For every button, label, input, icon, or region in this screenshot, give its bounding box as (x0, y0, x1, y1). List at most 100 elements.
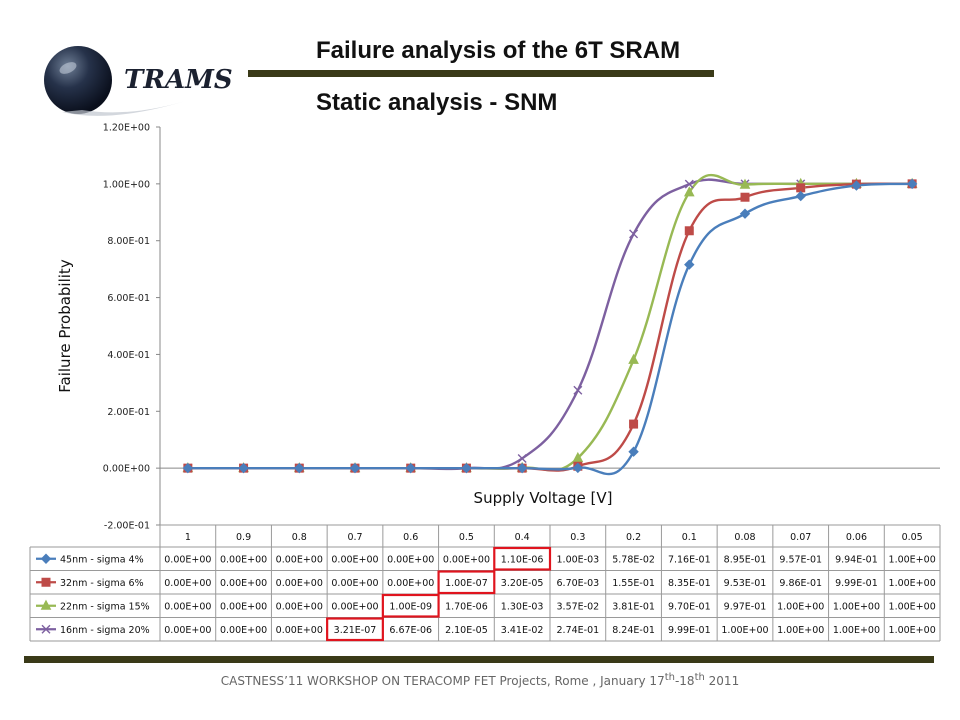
series-line (187, 178, 913, 471)
table-cell-value: 6.67E-06 (389, 625, 432, 636)
x-category-label: 0.8 (292, 532, 307, 543)
table-cell-value: 0.00E+00 (276, 625, 323, 636)
data-point (684, 226, 694, 236)
table-cell-value: 0.00E+00 (387, 554, 434, 565)
y-tick-label: -2.00E-01 (104, 521, 150, 532)
x-category-label: 1 (185, 532, 191, 543)
table-cell-value: 1.00E+00 (833, 625, 880, 636)
x-category-label: 0.2 (626, 532, 641, 543)
y-tick-label: 6.00E-01 (107, 293, 150, 304)
table-cell-value: 3.21E-07 (334, 625, 377, 636)
footer-text: CASTNESS’11 WORKSHOP ON TERACOMP FET Pro… (0, 672, 960, 688)
data-point (739, 178, 751, 189)
logo-sphere (44, 46, 112, 114)
table-cell-value: 1.00E+00 (721, 625, 768, 636)
footer-suffix: 2011 (704, 674, 740, 688)
title-divider (248, 70, 714, 77)
series-line (187, 182, 913, 472)
table-cell-value: 8.24E-01 (612, 625, 655, 636)
table-cell-value: 0.00E+00 (387, 578, 434, 589)
x-axis-title: Supply Voltage [V] (474, 489, 613, 507)
data-point (628, 446, 639, 457)
table-cell-value: 1.10E-06 (501, 554, 544, 565)
x-category-label: 0.7 (347, 532, 362, 543)
table-cell-value: 0.00E+00 (276, 601, 323, 612)
table-cell-value: 1.00E+00 (777, 601, 824, 612)
table-cell-value: 9.99E-01 (835, 578, 878, 589)
legend-key-marker (40, 599, 52, 610)
data-point (684, 179, 694, 189)
table-cell-value: 2.10E-05 (445, 625, 488, 636)
table-cell-value: 1.00E+00 (833, 601, 880, 612)
data-point (517, 453, 527, 463)
highlight-box (493, 546, 552, 571)
table-cell-value: 9.99E-01 (668, 625, 711, 636)
y-axis-title: Failure Probability (56, 259, 74, 393)
x-category-label: 0.08 (734, 532, 755, 543)
data-point (851, 180, 862, 191)
table-cell-value: 0.00E+00 (331, 601, 378, 612)
data-point (740, 192, 750, 202)
x-category-label: 0.3 (570, 532, 585, 543)
legend-key-marker (41, 577, 51, 587)
x-category-label: 0.9 (236, 532, 251, 543)
data-point (795, 190, 806, 202)
highlight-box (381, 593, 440, 618)
table-cell-value: 0.00E+00 (331, 578, 378, 589)
table-cell-value: 8.35E-01 (668, 578, 711, 589)
failure-probability-chart: 1.20E+00 1.00E+00 8.00E-01 6.00E-01 4.00E-01… (29, 123, 941, 642)
table-cell-value: 3.20E-05 (501, 578, 544, 589)
legend-key-marker (40, 553, 52, 564)
table-cell-value: 1.00E+00 (889, 601, 936, 612)
data-point (684, 259, 695, 270)
x-category-label: 0.5 (459, 532, 474, 543)
legend-entry: 22nm - sigma 15% (60, 601, 150, 612)
table-cell-value: 3.41E-02 (501, 625, 544, 636)
table-cell-value: 0.00E+00 (443, 554, 490, 565)
legend-entry: 45nm - sigma 4% (60, 554, 144, 565)
y-tick-label: 8.00E-01 (107, 236, 150, 247)
table-cell-value: 9.86E-01 (779, 578, 822, 589)
table-cell-value: 9.97E-01 (724, 601, 767, 612)
data-point (405, 462, 416, 474)
data-point (796, 183, 806, 193)
footer-divider (24, 656, 934, 663)
table-cell-value: 1.30E-03 (501, 601, 544, 612)
data-point (629, 229, 639, 239)
legend-key-marker (41, 624, 51, 634)
legend-entry: 32nm - sigma 6% (60, 578, 144, 589)
table-cell-value: 0.00E+00 (220, 554, 267, 565)
data-point (573, 385, 583, 395)
table-cell-value: 0.00E+00 (276, 554, 323, 565)
table-cell-value: 0.00E+00 (164, 554, 211, 565)
table-cell-value: 0.00E+00 (164, 578, 211, 589)
highlight-box (437, 570, 496, 595)
series-line (187, 173, 913, 472)
table-cell-value: 7.16E-01 (668, 554, 711, 565)
table-cell-value: 3.81E-01 (612, 601, 655, 612)
x-category-label: 0.4 (515, 532, 530, 543)
table-cell-value: 0.00E+00 (220, 625, 267, 636)
table-cell-value: 0.00E+00 (220, 601, 267, 612)
slide-title: Failure analysis of the 6T SRAM (316, 37, 681, 64)
data-point (683, 186, 695, 197)
data-point (461, 462, 472, 474)
series-line (187, 182, 913, 476)
data-point (906, 178, 918, 190)
highlight-box (326, 617, 384, 642)
table-cell-value: 1.00E-09 (389, 601, 432, 612)
slide-subtitle: Static analysis - SNM (316, 89, 558, 116)
table-cell-value: 0.00E+00 (276, 578, 323, 589)
x-category-label: 0.6 (403, 532, 418, 543)
table-cell-value: 9.57E-01 (779, 554, 822, 565)
trams-logo: TRAMS (44, 46, 233, 116)
y-tick-label: 1.00E+00 (103, 179, 150, 190)
x-category-label: 0.06 (846, 532, 867, 543)
data-point (629, 419, 639, 429)
table-cell-value: 9.70E-01 (668, 601, 711, 612)
table-cell-value: 1.00E+00 (889, 578, 936, 589)
y-tick-label: 1.20E+00 (103, 123, 150, 134)
y-tick-label: 2.00E-01 (107, 407, 150, 418)
data-point (572, 462, 584, 474)
table-cell-value: 2.74E-01 (557, 625, 600, 636)
